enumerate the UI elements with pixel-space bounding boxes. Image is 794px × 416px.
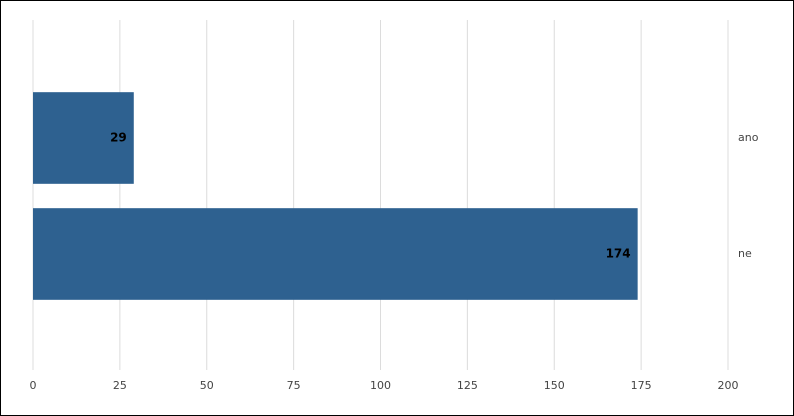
x-tick-label: 200 (718, 379, 739, 392)
bar (33, 208, 638, 300)
y-category-label: ne (738, 247, 752, 260)
x-tick-label: 150 (544, 379, 565, 392)
x-tick-label: 175 (631, 379, 652, 392)
value-label: 174 (606, 247, 631, 261)
x-tick-label: 100 (370, 379, 391, 392)
y-category-label: ano (738, 131, 759, 144)
x-tick-label: 25 (113, 379, 127, 392)
x-tick-label: 50 (200, 379, 214, 392)
x-tick-label: 125 (457, 379, 478, 392)
bar (33, 92, 134, 184)
value-label: 29 (110, 131, 127, 145)
x-tick-label: 0 (30, 379, 37, 392)
x-tick-label: 75 (287, 379, 301, 392)
